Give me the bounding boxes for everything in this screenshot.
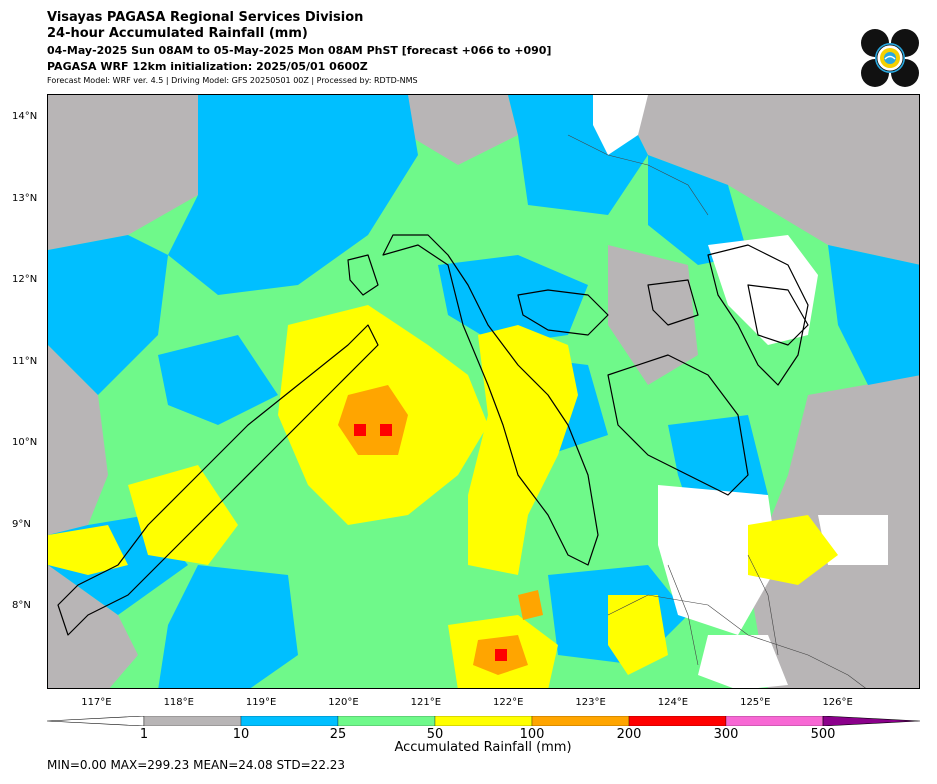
- lon-tick-label: 118°E: [163, 697, 194, 708]
- lat-tick-label: 14°N: [12, 111, 38, 123]
- lon-tick-label: 122°E: [493, 697, 524, 708]
- colorbar-segment: [240, 716, 339, 726]
- forecast-period: 04-May-2025 Sun 08AM to 05-May-2025 Mon …: [47, 44, 552, 57]
- model-credits: Forecast Model: WRF ver. 4.5 | Driving M…: [47, 76, 418, 85]
- province-boundary: [567, 134, 709, 216]
- rainfall-pixel: [495, 649, 507, 661]
- rainfall-field-yellow: [468, 325, 578, 575]
- coastline: [517, 289, 609, 336]
- rainfall-field-yellow: [128, 465, 238, 565]
- lat-tick-label: 10°N: [12, 437, 38, 449]
- colorbar-tick-label: 25: [329, 727, 347, 742]
- lon-tick-label: 120°E: [328, 697, 359, 708]
- coastline: [747, 284, 809, 346]
- colorbar-segment: [628, 716, 727, 726]
- rainfall-field-cyan: [828, 245, 919, 385]
- rainfall-field-yellow: [748, 515, 838, 585]
- rainfall-field-light: [408, 95, 518, 165]
- rainfall-field-white: [698, 635, 788, 688]
- lon-tick-label: 124°E: [657, 697, 689, 708]
- coastline: [647, 279, 699, 326]
- rainfall-map-canvas: [48, 95, 919, 688]
- colorbar-segment: [143, 716, 242, 726]
- lon-tick-label: 125°E: [740, 697, 771, 708]
- coastline: [347, 254, 379, 296]
- rainfall-field-light: [618, 95, 919, 265]
- coastline: [707, 244, 809, 386]
- lat-tick-label: 8°N: [12, 600, 31, 612]
- lon-tick-label: 119°E: [245, 697, 277, 708]
- rainfall-field-cyan: [168, 95, 418, 295]
- rainfall-field-white: [658, 485, 778, 635]
- colorbar-tick-label: 50: [426, 727, 444, 742]
- coastline: [607, 354, 749, 496]
- rainfall-field-light: [608, 245, 698, 385]
- colorbar-tick-label: 200: [616, 727, 642, 742]
- colorbar-tick-label: 500: [810, 727, 836, 742]
- rainfall-field-yellow: [608, 595, 668, 675]
- rainfall-field-light: [48, 345, 108, 535]
- colorbar-segment: [434, 716, 533, 726]
- statistics-summary: MIN=0.00 MAX=299.23 MEAN=24.08 STD=22.23: [47, 758, 346, 772]
- lat-tick-label: 12°N: [12, 274, 38, 286]
- lat-tick-label: 11°N: [12, 355, 38, 367]
- colorbar-segment: [531, 716, 630, 726]
- coastline: [382, 234, 599, 566]
- title-region: Visayas PAGASA Regional Services Divisio…: [47, 10, 364, 25]
- rainfall-field-white: [708, 235, 818, 345]
- lon-tick-label: 126°E: [822, 697, 853, 708]
- rainfall-field-light: [48, 95, 198, 250]
- colorbar: [47, 716, 920, 726]
- rainfall-field-cyan: [438, 255, 588, 345]
- colorbar-segment: [337, 716, 436, 726]
- colorbar-tick-label: 10: [232, 727, 250, 742]
- colorbar-over-arrow: [822, 716, 920, 726]
- rainfall-field-white: [593, 95, 648, 155]
- lat-tick-label: 9°N: [12, 518, 31, 530]
- coastline: [57, 324, 379, 636]
- lat-tick-label: 13°N: [12, 192, 38, 204]
- colorbar-tick-label: 300: [713, 727, 739, 742]
- colorbar-tick-label: 100: [519, 727, 545, 742]
- rainfall-field-cyan: [648, 155, 748, 265]
- colorbar-under-arrow: [47, 716, 145, 726]
- lon-tick-label: 123°E: [575, 697, 606, 708]
- rainfall-field-cyan: [48, 235, 168, 395]
- rainfall-field-light: [48, 565, 138, 688]
- lon-tick-label: 117°E: [81, 697, 112, 708]
- rainfall-pixel: [354, 424, 366, 436]
- rainfall-field-cyan: [158, 565, 298, 688]
- province-boundary: [667, 564, 699, 666]
- province-boundary: [747, 554, 779, 656]
- lon-tick-label: 121°E: [410, 697, 442, 708]
- rainfall-pixel: [380, 424, 392, 436]
- colorbar-tick-label: 1: [139, 727, 149, 742]
- colorbar-title: Accumulated Rainfall (mm): [394, 740, 572, 755]
- rainfall-field-cyan: [158, 335, 278, 425]
- title-product: 24-hour Accumulated Rainfall (mm): [47, 26, 308, 41]
- model-initialization: PAGASA WRF 12km initialization: 2025/05/…: [47, 60, 368, 73]
- colorbar-segment: [725, 716, 824, 726]
- province-boundary: [607, 594, 866, 688]
- rainfall-field-orange: [518, 590, 543, 620]
- pagasa-logo: [860, 28, 920, 88]
- rainfall-field-orange: [338, 385, 408, 455]
- rainfall-map: [47, 94, 920, 689]
- rainfall-field-yellow: [48, 525, 128, 575]
